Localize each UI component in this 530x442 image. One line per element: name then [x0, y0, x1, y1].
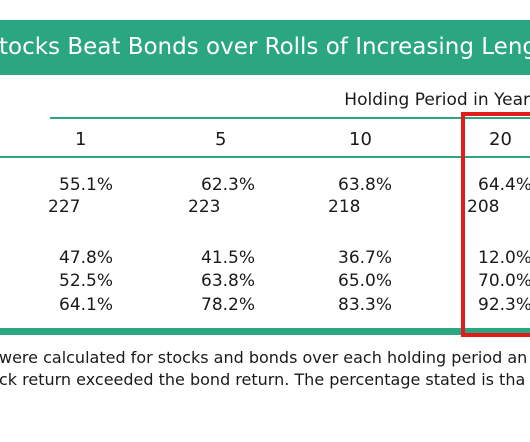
cell-r3-c2: 41.5% [201, 248, 256, 268]
holding-period-rule [50, 117, 530, 119]
footnote-line-2: ck return exceeded the bond return. The … [0, 370, 526, 389]
table-bottom-rule [0, 328, 530, 335]
cell-r4-c3: 65.0% [338, 271, 393, 291]
cell-r5-c1: 64.1% [59, 295, 114, 315]
cell-r1-c3: 63.8% [338, 175, 393, 195]
column-header-1: 1 [75, 129, 87, 150]
cell-r3-c4: 12.0% [478, 248, 530, 268]
cell-r2-c1: 227 [48, 197, 81, 217]
header-rule [0, 156, 530, 158]
cell-r5-c2: 78.2% [201, 295, 256, 315]
cell-r2-c3: 218 [328, 197, 361, 217]
cell-r1-c4: 64.4% [478, 175, 530, 195]
cell-r3-c1: 47.8% [59, 248, 114, 268]
column-header-5: 5 [215, 129, 227, 150]
footnote-line-1: were calculated for stocks and bonds ove… [0, 348, 528, 367]
table-title: tocks Beat Bonds over Rolls of Increasin… [0, 34, 530, 60]
title-bar: tocks Beat Bonds over Rolls of Increasin… [0, 20, 530, 75]
cell-r4-c4: 70.0% [478, 271, 530, 291]
cell-r1-c1: 55.1% [59, 175, 114, 195]
cell-r5-c4: 92.3% [478, 295, 530, 315]
holding-period-label: Holding Period in Year [344, 90, 530, 110]
cell-r2-c2: 223 [188, 197, 221, 217]
column-header-20: 20 [489, 129, 512, 150]
cell-r4-c2: 63.8% [201, 271, 256, 291]
column-header-10: 10 [349, 129, 372, 150]
cell-r4-c1: 52.5% [59, 271, 114, 291]
cell-r3-c3: 36.7% [338, 248, 393, 268]
cell-r5-c3: 83.3% [338, 295, 393, 315]
highlight-box-20-year [461, 112, 530, 337]
cell-r2-c4: 208 [467, 197, 500, 217]
cell-r1-c2: 62.3% [201, 175, 256, 195]
